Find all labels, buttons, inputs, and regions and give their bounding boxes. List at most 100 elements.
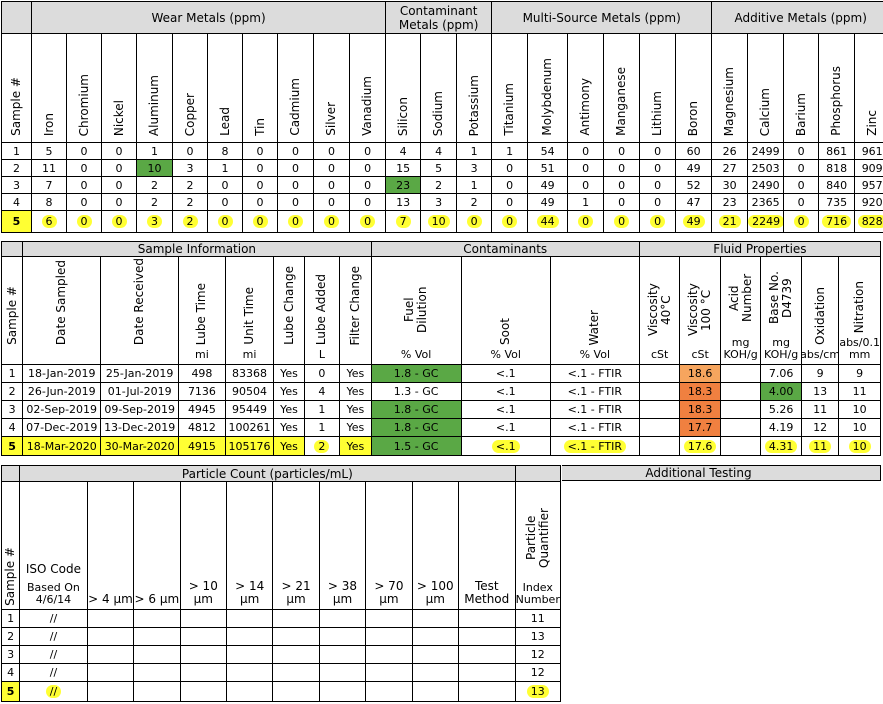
col-header-label: Water	[587, 309, 602, 345]
cell-value: 12	[813, 421, 828, 434]
cell-value: <.1 - FTIR	[567, 421, 623, 434]
cell-barium: 0	[783, 210, 820, 233]
cell-lube-change: Yes	[273, 436, 305, 456]
cell-value: //	[45, 685, 62, 698]
col-header-label: Nitration	[852, 280, 867, 333]
cell-value: <.1	[491, 439, 520, 453]
cell-sodium: 5	[420, 159, 458, 177]
cell-cadmium: 0	[277, 142, 314, 160]
cell-value: 0	[797, 144, 805, 158]
cell-value: 2	[470, 195, 478, 209]
cell-iron: 8	[31, 193, 67, 211]
cell-value: 2249	[748, 215, 783, 228]
cell-value: 0	[115, 195, 123, 209]
col-header-label: Manganese	[614, 67, 629, 136]
cell-value: 4	[8, 421, 16, 434]
cell-100-m	[411, 609, 460, 628]
cell-sample: 2	[0, 627, 21, 646]
cell-value: 0	[256, 178, 264, 192]
col-header-label: Nickel	[111, 99, 126, 136]
cell-value: Yes	[280, 439, 298, 453]
cell-value: 2	[13, 161, 20, 175]
cell-value: Yes	[346, 439, 365, 453]
col-unit: mg KOH/g	[723, 336, 758, 361]
cell-potassium: 1	[456, 142, 493, 160]
cell-value: 27	[722, 161, 737, 175]
col-header-label: Sample #	[4, 286, 19, 345]
cell-boron: 52	[675, 176, 713, 194]
cell-value: 60	[686, 144, 701, 158]
cell-value: 0	[256, 144, 264, 158]
cell-value: 4915	[187, 439, 216, 453]
cell-lube-added: 4	[303, 382, 341, 401]
col-header-label: > 10 µm	[188, 579, 218, 606]
cell-38-m	[318, 663, 367, 682]
col-header-barium: Barium	[783, 33, 820, 143]
cell-magnesium: 26	[711, 142, 749, 160]
col-header-silver: Silver	[313, 33, 350, 143]
cell-filter-change: Yes	[339, 382, 372, 401]
cell-antimony: 0	[567, 142, 605, 160]
cell-date-received: 13-Dec-2019	[100, 418, 180, 437]
cell-6-m	[133, 681, 181, 702]
col-subheader: Index Number	[515, 581, 560, 606]
col-header-particle-quantifier: Particle Quantifier Index Number	[514, 481, 562, 610]
col-header-copper: Copper	[172, 33, 208, 143]
cell-boron: 47	[675, 193, 713, 211]
cell-value: 0	[506, 195, 514, 209]
cell-viscosity-100-c: 18.3	[679, 382, 721, 401]
cell-value: 0	[364, 178, 372, 192]
cell-value: 3	[13, 178, 20, 192]
cell-value: 3	[147, 215, 162, 228]
col-header-label: > 70 µm	[374, 579, 404, 606]
cell-date-received: 30-Mar-2020	[100, 436, 180, 456]
cell-value: 0	[288, 215, 303, 228]
table-row: 4 // 12	[0, 663, 562, 682]
cell-lube-time: 4812	[178, 418, 226, 437]
cell-value: 0	[793, 215, 809, 228]
cell-value: 95449	[232, 403, 268, 416]
col-header-tin: Tin	[242, 33, 278, 143]
col-header-label: Silver	[324, 102, 338, 136]
col-header-lube-added: Lube Added L	[303, 256, 341, 365]
cell-nitration: 10	[838, 418, 881, 437]
cell-value: 4	[318, 385, 326, 398]
cell-value: Yes	[280, 385, 298, 398]
cell-value: 8	[221, 144, 229, 158]
cell-lube-time: 4945	[178, 400, 226, 419]
cell-value: 0	[364, 195, 372, 209]
cell-sodium: 3	[420, 193, 458, 211]
cell-value: 5	[435, 161, 443, 175]
cell-value: <.1	[495, 403, 516, 416]
cell-manganese: 0	[603, 193, 641, 211]
col-header-label: Particle Quantifier	[523, 508, 551, 568]
col-header-zinc: Zinc	[854, 33, 883, 143]
cell-value: 10	[852, 403, 867, 416]
cell-value: 1	[7, 612, 15, 625]
cell-value: 5	[8, 439, 16, 453]
cell-value: 0	[502, 215, 518, 228]
cell-value: <.1 - FTIR	[563, 439, 627, 453]
cell-titanium: 0	[491, 176, 529, 194]
cell-sample: 5	[0, 681, 21, 702]
table-row: 2 // 13	[0, 627, 562, 646]
cell-value: 6	[41, 215, 57, 228]
cell-value: 10	[852, 421, 867, 434]
col-header-label: > 6 µm	[134, 592, 180, 606]
col-header-label: Date Sampled	[54, 259, 69, 345]
col-header-label: Antimony	[578, 78, 593, 136]
cell-value: 909	[861, 161, 883, 175]
cell-value: 9	[856, 367, 864, 380]
cell-value: 7136	[187, 385, 216, 398]
cell-4-m	[86, 663, 135, 682]
cell-magnesium: 27	[711, 159, 749, 177]
cell-value: <.1	[495, 421, 516, 434]
cell-70-m	[365, 663, 413, 682]
cell-sample: 4	[0, 663, 21, 682]
cell-value: Yes	[346, 421, 365, 434]
cell-calcium: 2365	[747, 193, 785, 211]
cell-value: 1.3 - GC	[393, 385, 439, 398]
cell-value: 4945	[187, 403, 216, 416]
cell-value: 3	[435, 195, 443, 209]
cell-molybdenum: 49	[527, 193, 569, 211]
